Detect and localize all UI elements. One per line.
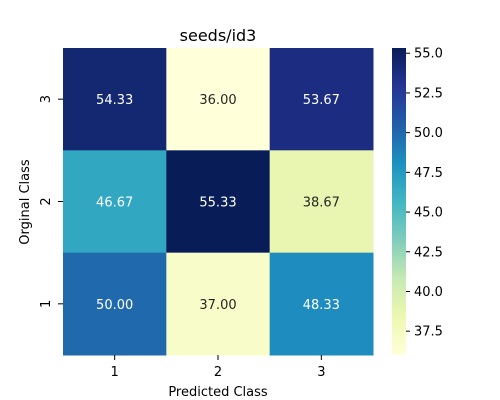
cell-value-label: 55.33 bbox=[199, 196, 236, 211]
heatmap-cell bbox=[166, 150, 271, 254]
heatmap-cell bbox=[166, 252, 271, 356]
heatmap-cell bbox=[63, 48, 167, 151]
y-axis-label: Orginal Class bbox=[18, 159, 33, 245]
heatmap-cell bbox=[63, 150, 167, 254]
colorbar-tick-label: 40.0 bbox=[414, 285, 443, 300]
cell-value-label: 50.00 bbox=[96, 298, 133, 313]
colorbar-tick-label: 55.0 bbox=[414, 47, 443, 62]
x-axis-label: Predicted Class bbox=[168, 385, 268, 400]
colorbar-tick-label: 42.5 bbox=[414, 245, 443, 260]
heatmap-cell bbox=[269, 48, 374, 151]
heatmap-cell bbox=[166, 48, 271, 151]
heatmap-cell bbox=[269, 150, 374, 254]
colorbar-tick-label: 47.5 bbox=[414, 166, 443, 181]
y-tick-label: 2 bbox=[39, 197, 54, 205]
cell-value-label: 53.67 bbox=[303, 93, 340, 108]
cell-value-label: 54.33 bbox=[96, 93, 133, 108]
y-axis-ticks: 3 2 1 bbox=[39, 95, 63, 308]
y-tick-label: 1 bbox=[39, 300, 54, 308]
heatmap-cell bbox=[269, 252, 374, 356]
cell-value-label: 48.33 bbox=[303, 298, 340, 313]
cell-value-label: 37.00 bbox=[199, 298, 236, 313]
heatmap-cell bbox=[63, 252, 167, 356]
colorbar-tick-label: 52.5 bbox=[414, 86, 443, 101]
x-tick-label: 3 bbox=[317, 365, 325, 380]
cell-value-label: 36.00 bbox=[199, 93, 236, 108]
cell-value-label: 46.67 bbox=[96, 196, 133, 211]
heatmap-cells: 54.33 36.00 53.67 46.67 55.33 38.67 50.00 37.00… bbox=[63, 48, 374, 356]
x-tick-label: 2 bbox=[214, 365, 222, 380]
chart-title: seeds/id3 bbox=[180, 26, 257, 45]
colorbar-tick-label: 45.0 bbox=[414, 206, 443, 221]
x-axis-ticks: 1 2 3 bbox=[111, 355, 325, 380]
colorbar-tick-label: 37.5 bbox=[414, 325, 443, 340]
x-tick-label: 1 bbox=[111, 365, 119, 380]
colorbar-ticks: 37.5 40.0 42.5 45.0 47.5 50.0 52.5 55.0 bbox=[406, 47, 443, 340]
colorbar bbox=[392, 48, 406, 355]
cell-value-label: 38.67 bbox=[303, 196, 340, 211]
colorbar-tick-label: 50.0 bbox=[414, 126, 443, 141]
y-tick-label: 3 bbox=[39, 95, 54, 103]
